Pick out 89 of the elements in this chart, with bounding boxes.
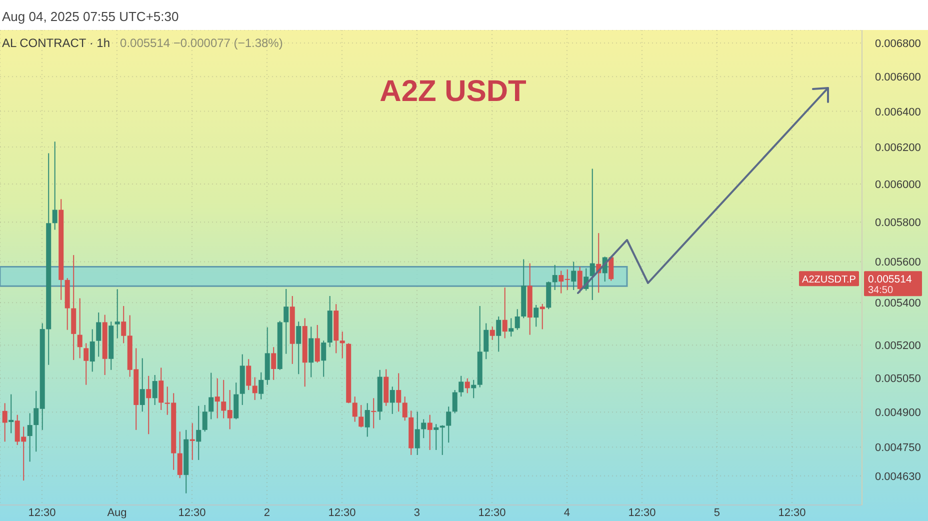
y-tick-label: 0.006000	[875, 178, 921, 191]
candlestick	[284, 288, 289, 354]
candlestick	[434, 424, 439, 450]
x-tick-label: 12:30	[478, 507, 506, 519]
candlestick	[114, 288, 120, 339]
candlestick	[314, 324, 320, 364]
candlestick	[414, 411, 420, 456]
candlestick	[427, 414, 432, 450]
text: 0.005514	[868, 274, 912, 286]
candlestick	[534, 304, 539, 328]
candlestick	[540, 303, 545, 330]
candlestick	[2, 402, 8, 442]
candlestick	[140, 358, 145, 412]
y-tick-label: 0.006200	[875, 142, 921, 154]
candlestick	[608, 256, 614, 282]
text: Aug 04, 2025 07:55 UTC+5:30	[2, 9, 179, 24]
y-tick-label: 0.005400	[875, 298, 921, 310]
candlestick	[440, 424, 445, 456]
y-tick-label: 0.004900	[875, 407, 921, 420]
y-tick-label: 0.006800	[875, 38, 921, 50]
candlestick	[590, 168, 595, 300]
candlestick	[152, 374, 158, 406]
candlestick	[352, 396, 358, 422]
candlestick	[458, 375, 464, 398]
y-tick-label: 0.005050	[875, 373, 921, 386]
candlestick	[52, 141, 58, 230]
candlestick	[508, 318, 514, 338]
candlestick	[552, 264, 558, 290]
candlestick	[396, 372, 402, 412]
y-tick-label: 0.005600	[875, 256, 921, 269]
candlestick	[502, 287, 508, 339]
candlestick	[202, 404, 208, 432]
candlestick	[158, 367, 164, 411]
candlestick	[452, 390, 458, 414]
candlestick	[464, 378, 470, 394]
candlestick	[340, 331, 345, 359]
candlestick	[402, 396, 408, 422]
annotation: 0.005514 −0.000077 (−1.38%)	[120, 36, 283, 50]
candlestick	[196, 405, 202, 460]
candlestick	[514, 308, 520, 330]
candlestick	[214, 378, 220, 419]
text: 34:50	[868, 285, 894, 296]
x-tick-label: 4	[564, 507, 570, 519]
candlestick	[571, 261, 576, 290]
x-tick-label: 3	[414, 507, 420, 519]
candlestick	[177, 431, 182, 479]
x-tick-label: Aug	[107, 507, 127, 519]
candlestick	[8, 394, 14, 434]
candlestick	[371, 398, 376, 429]
annotation: AL CONTRACT · 1h	[2, 36, 110, 50]
x-tick-label: 12:30	[328, 507, 356, 519]
y-tick-label: 0.006600	[875, 72, 921, 84]
x-tick-label: 2	[264, 507, 270, 519]
candlestick	[296, 321, 302, 375]
x-tick-label: 12:30	[628, 507, 656, 519]
candlestick	[364, 402, 370, 438]
x-tick-label: 12:30	[178, 507, 206, 519]
candlestick	[27, 412, 32, 462]
candlestick	[321, 340, 326, 378]
x-tick-label: 12:30	[778, 507, 806, 519]
candlestick	[490, 326, 495, 340]
candlestick	[246, 358, 252, 391]
candlestick	[358, 404, 364, 428]
candlestick	[271, 346, 276, 380]
candlestick	[190, 422, 195, 460]
candlestick	[577, 266, 582, 294]
x-tick-label: 5	[714, 507, 720, 519]
x-tick-label: 12:30	[28, 507, 56, 519]
candlestick	[421, 418, 426, 439]
candlestick	[77, 298, 82, 359]
candlestick	[208, 372, 214, 420]
y-tick-label: 0.005800	[875, 217, 921, 230]
y-tick-label: 0.005200	[875, 340, 921, 352]
text: A2Z USDT	[380, 75, 526, 108]
candlestick	[390, 386, 395, 414]
candlestick	[446, 406, 452, 444]
y-tick-label: 0.004750	[875, 442, 921, 454]
candlestick	[252, 376, 258, 400]
y-tick-label: 0.006400	[875, 106, 921, 118]
candlestick	[471, 379, 476, 399]
candlestick	[84, 342, 89, 386]
candlestick	[258, 372, 264, 400]
candlestick	[96, 312, 102, 358]
y-tick-label: 0.004630	[875, 470, 921, 483]
candlestick	[484, 322, 489, 360]
annotation: A2ZUSDT.P	[802, 274, 856, 286]
candlestick	[146, 375, 152, 435]
candlestick	[90, 328, 95, 372]
candlestick	[496, 316, 502, 352]
